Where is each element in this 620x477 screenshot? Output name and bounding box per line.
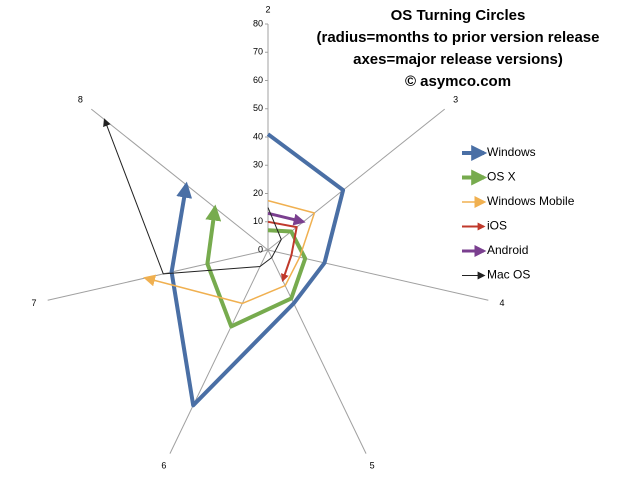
spoke bbox=[267, 249, 367, 454]
axis-label: 7 bbox=[32, 298, 37, 308]
title-line: (radius=months to prior version release bbox=[316, 29, 599, 46]
legend-label: Mac OS bbox=[487, 268, 530, 282]
series-line bbox=[169, 132, 346, 408]
series-line bbox=[267, 220, 298, 283]
legend-label: Windows Mobile bbox=[487, 194, 575, 208]
axis-label: 6 bbox=[161, 461, 166, 471]
axis-label: 5 bbox=[370, 461, 375, 471]
series-line bbox=[205, 204, 308, 329]
title: OS Turning Circles (radius=months to prio… bbox=[316, 7, 599, 90]
r-tick-label: 0 bbox=[258, 244, 263, 254]
series-line bbox=[103, 118, 282, 275]
r-tick-label: 80 bbox=[253, 18, 263, 28]
spoke bbox=[47, 249, 269, 301]
spoke bbox=[169, 249, 269, 454]
series-line bbox=[143, 199, 316, 305]
legend-label: Windows bbox=[487, 145, 536, 159]
axis-label: 4 bbox=[499, 298, 504, 308]
legend-label: iOS bbox=[487, 219, 507, 233]
r-tick-label: 20 bbox=[253, 188, 263, 198]
spoke bbox=[267, 108, 446, 251]
title-line: axes=major release versions) bbox=[353, 51, 563, 68]
axis-label: 3 bbox=[453, 95, 458, 105]
legend-label: Android bbox=[487, 243, 528, 257]
r-tick-label: 10 bbox=[253, 216, 263, 226]
r-tick-label: 30 bbox=[253, 160, 263, 170]
legend-label: OS X bbox=[487, 170, 516, 184]
title-line: OS Turning Circles bbox=[391, 7, 526, 24]
title-line: © asymco.com bbox=[405, 73, 511, 90]
axis-label: 2 bbox=[265, 4, 270, 14]
r-tick-label: 70 bbox=[253, 47, 263, 57]
r-tick-label: 50 bbox=[253, 103, 263, 113]
axis-label: 8 bbox=[78, 95, 83, 105]
series-line bbox=[267, 211, 306, 226]
r-tick-label: 60 bbox=[253, 75, 263, 85]
spoke bbox=[90, 108, 269, 251]
r-tick-label: 40 bbox=[253, 131, 263, 141]
